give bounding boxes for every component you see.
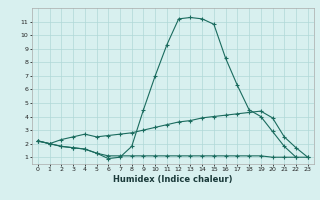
- X-axis label: Humidex (Indice chaleur): Humidex (Indice chaleur): [113, 175, 233, 184]
